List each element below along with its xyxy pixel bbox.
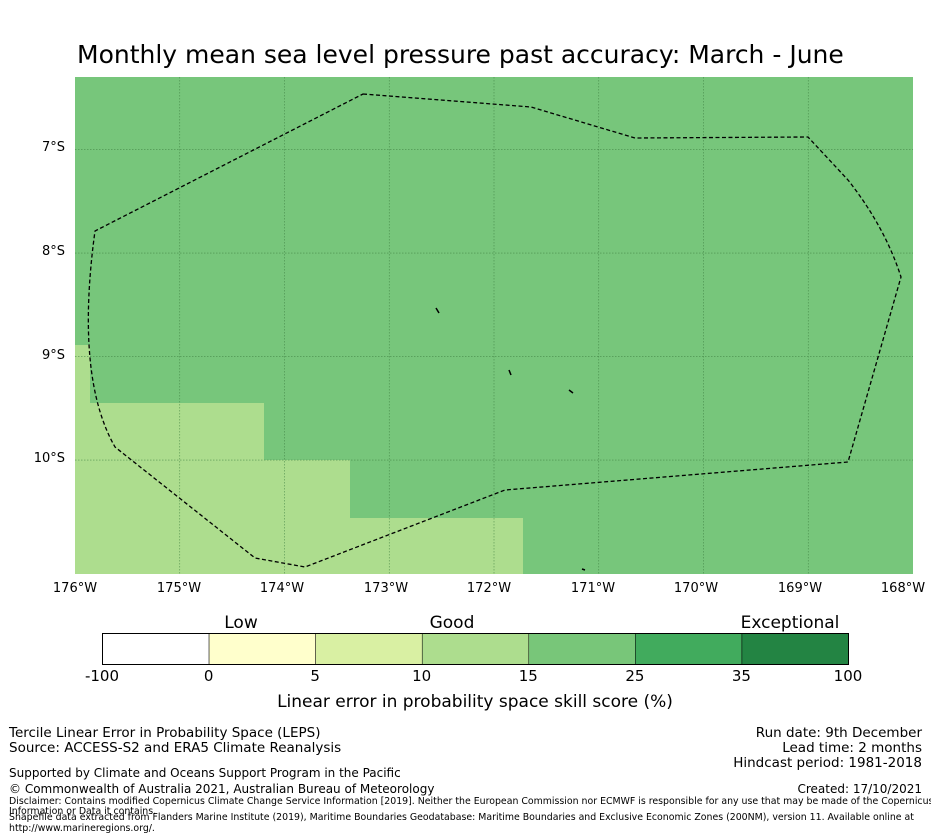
created-date: Created: 17/10/2021 <box>797 782 922 796</box>
lon-label: 170°W <box>673 581 719 596</box>
legend-category-exceptional: Exceptional <box>740 613 840 633</box>
colorbar-frame <box>102 633 849 665</box>
skill-region-10-15 <box>75 345 523 574</box>
colorbar-tick-label: 15 <box>518 667 538 685</box>
colorbar-tick-label: 100 <box>833 667 863 685</box>
source-text: Source: ACCESS-S2 and ERA5 Climate Reana… <box>9 740 342 756</box>
disclaimer-text: Disclaimer: Contains modified Copernicus… <box>9 796 931 807</box>
colorbar-tick-label: 10 <box>412 667 432 685</box>
colorbar-tick-label: 25 <box>625 667 645 685</box>
lon-label: 175°W <box>156 581 202 596</box>
legend-category-good: Good <box>429 613 475 633</box>
colorbar-tick-label: -100 <box>84 667 120 685</box>
colorbar-bin <box>315 633 423 665</box>
eez-boundary <box>87 93 902 568</box>
colorbar-axis-label: Linear error in probability space skill … <box>277 692 673 712</box>
colorbar <box>102 633 849 665</box>
lon-label: 169°W <box>777 581 823 596</box>
island <box>508 369 512 376</box>
hindcast-period: Hindcast period: 1981-2018 <box>733 755 922 771</box>
lat-label: 7°S <box>41 140 65 155</box>
method-text: Tercile Linear Error in Probability Spac… <box>9 725 321 741</box>
colorbar-tick-label: 5 <box>310 667 320 685</box>
lat-label: 9°S <box>41 348 65 363</box>
disclaimer-text: Information or Data it contains. <box>9 806 157 817</box>
colorbar-bin <box>208 633 316 665</box>
colorbar-tick-label: 35 <box>731 667 751 685</box>
lon-label: 174°W <box>259 581 305 596</box>
grid-lines <box>75 77 913 574</box>
lon-label: 172°W <box>466 581 512 596</box>
lat-label: 8°S <box>41 244 65 259</box>
lon-label: 171°W <box>570 581 616 596</box>
colorbar-bin <box>528 633 636 665</box>
legend-category-low: Low <box>224 613 258 633</box>
lon-label: 173°W <box>363 581 409 596</box>
page-title: Monthly mean sea level pressure past acc… <box>77 40 844 69</box>
map-plot <box>75 77 913 574</box>
colorbar-bin <box>421 633 530 665</box>
colorbar-bin <box>102 633 210 665</box>
copyright-text: © Commonwealth of Australia 2021, Austra… <box>9 782 435 796</box>
island <box>581 568 586 571</box>
colorbar-bin <box>635 633 743 665</box>
support-text: Supported by Climate and Oceans Support … <box>9 766 401 780</box>
lead-time: Lead time: 2 months <box>782 740 922 756</box>
run-date: Run date: 9th December <box>755 725 922 741</box>
lon-label: 168°W <box>880 581 926 596</box>
lat-label: 10°S <box>33 451 65 466</box>
lon-label: 176°W <box>52 581 98 596</box>
island <box>568 389 574 394</box>
island <box>435 307 440 314</box>
shapefile-credit: Shapefile data extracted from Flanders M… <box>9 812 914 823</box>
shapefile-credit: http://www.marineregions.org/. <box>9 823 155 834</box>
colorbar-bin <box>741 633 849 665</box>
colorbar-tick-label: 0 <box>203 667 214 685</box>
